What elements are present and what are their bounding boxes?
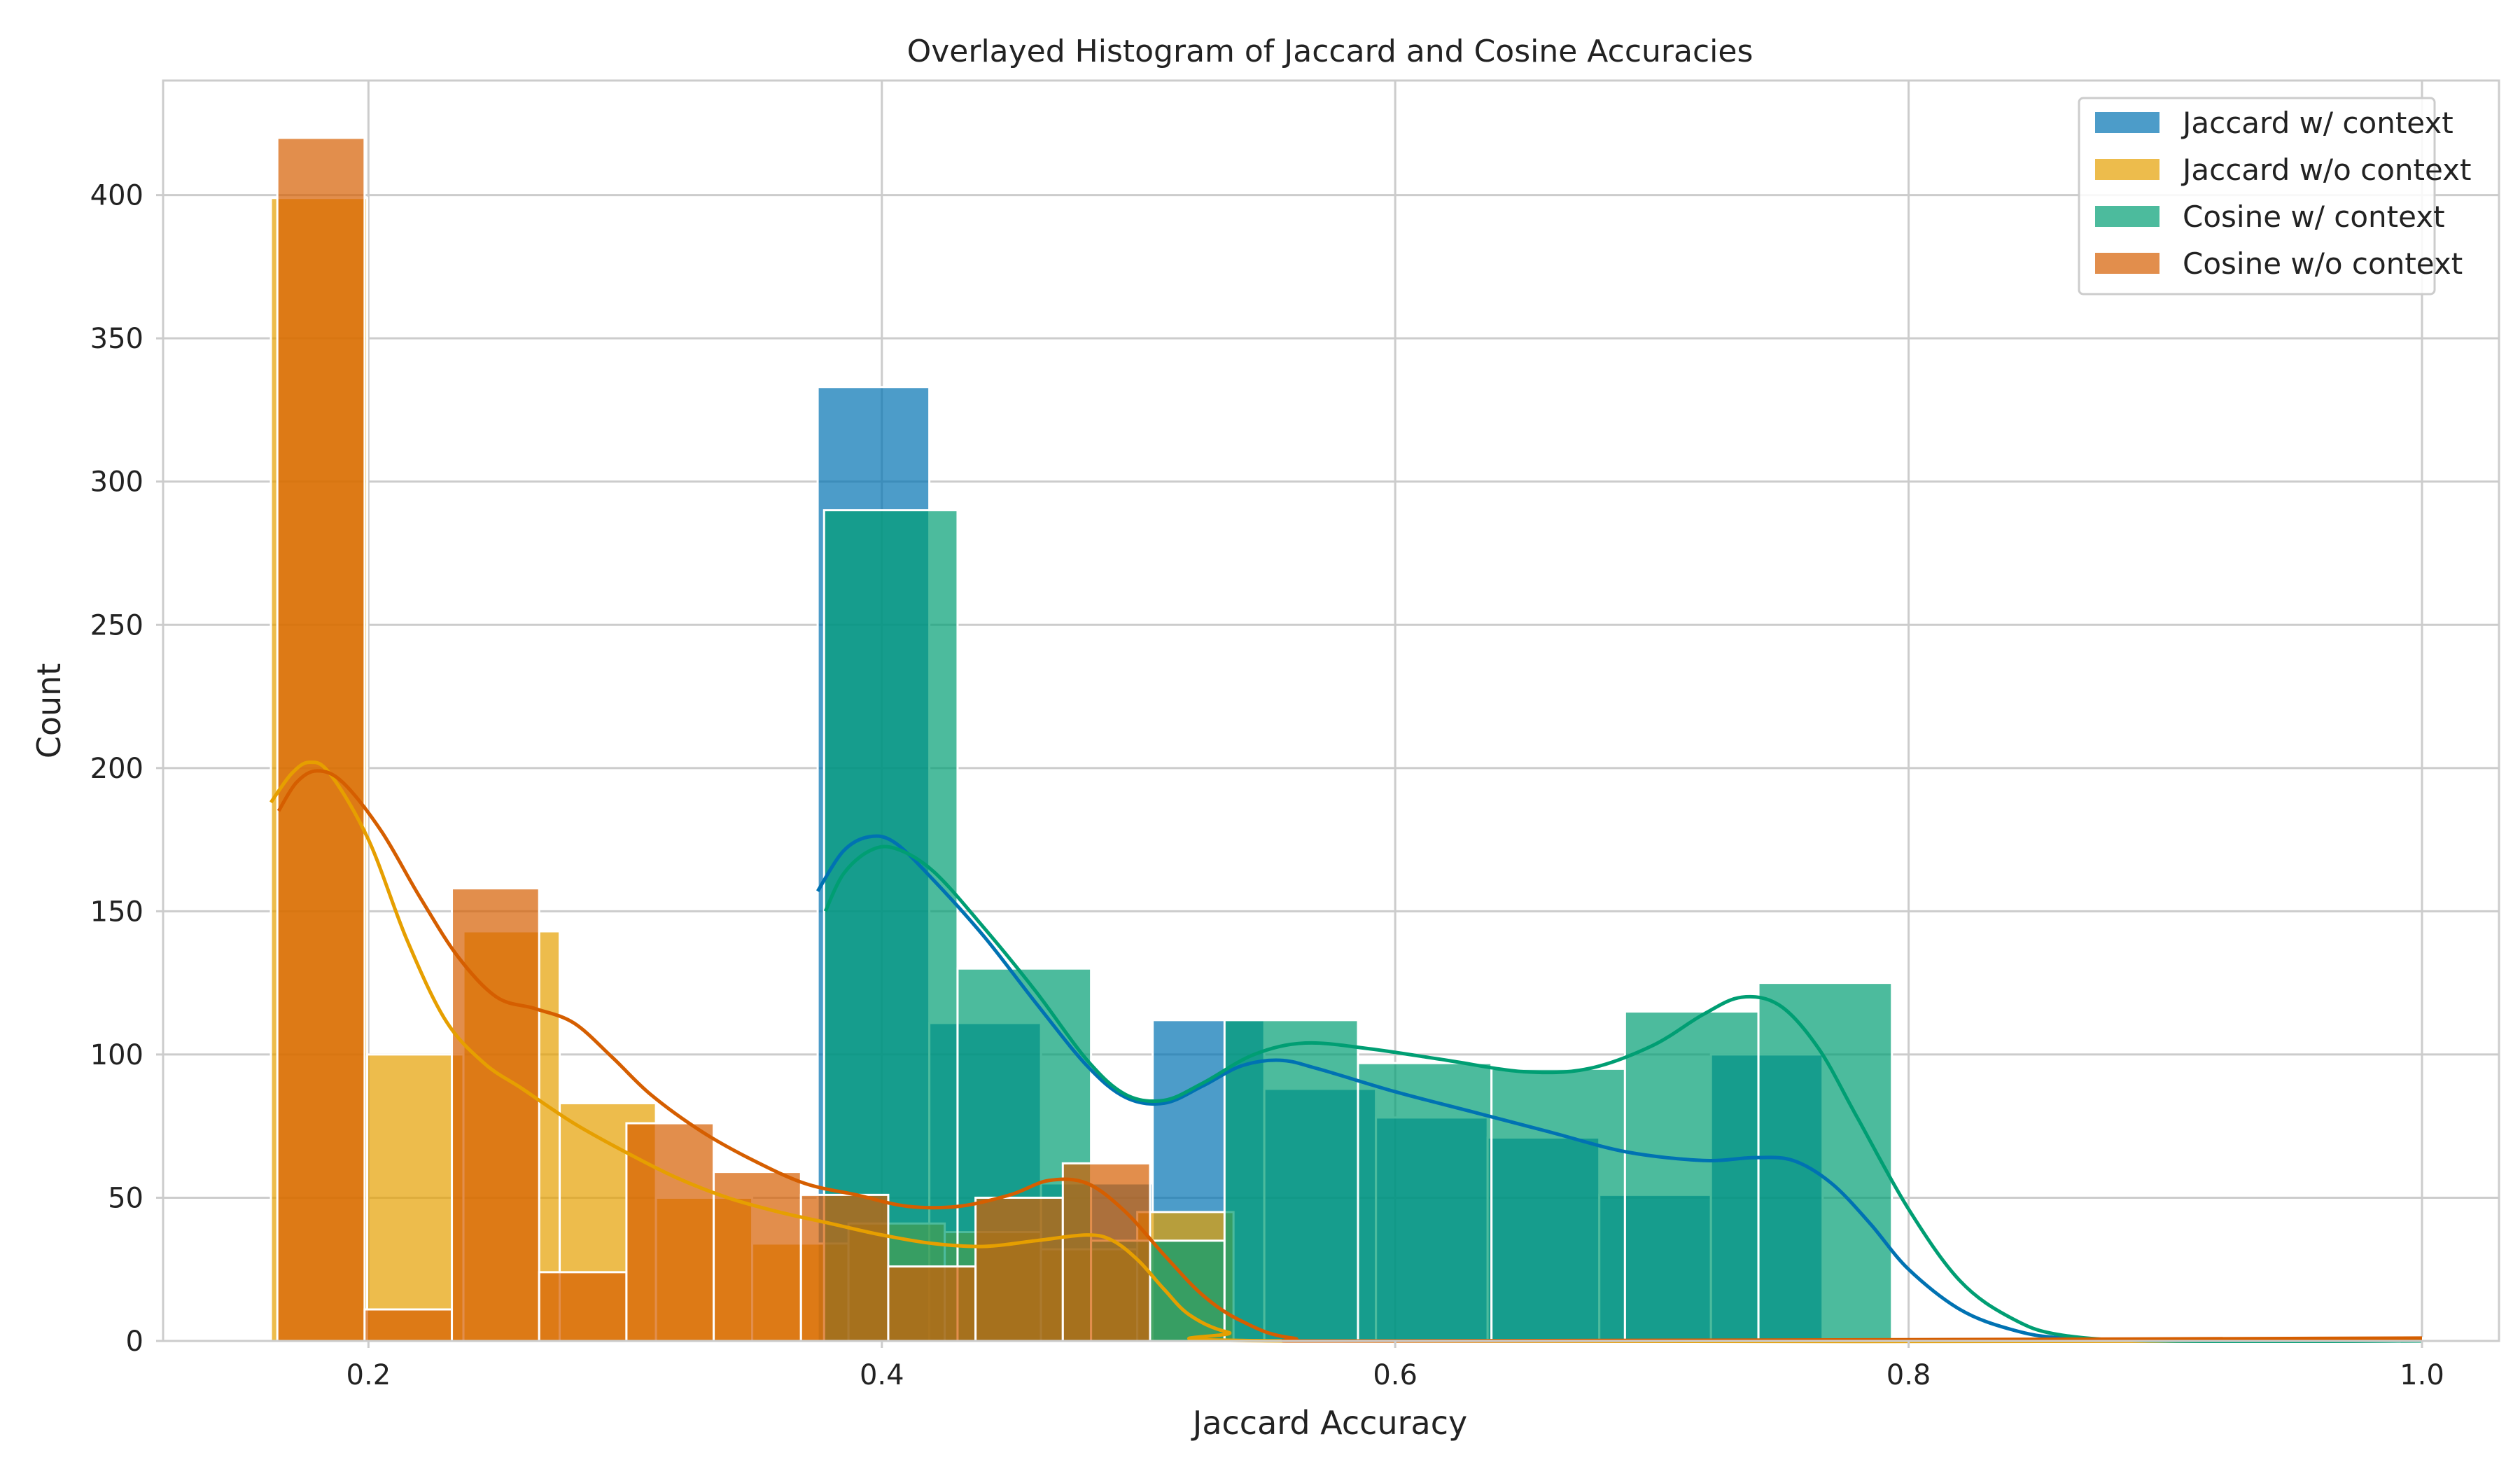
legend-swatch xyxy=(2095,253,2160,274)
y-tick-label: 150 xyxy=(90,896,144,928)
kde-line xyxy=(823,844,2422,1344)
histogram-bar xyxy=(363,1308,454,1342)
legend-box xyxy=(2078,97,2436,296)
histogram-bar xyxy=(887,1265,977,1342)
x-tick-label: 0.4 xyxy=(860,1359,904,1391)
histogram-bar xyxy=(1061,1162,1152,1342)
y-tick-label: 300 xyxy=(90,466,144,499)
y-tick-label: 400 xyxy=(90,180,144,212)
histogram-bar xyxy=(1223,1019,1359,1342)
legend-label: Jaccard w/o context xyxy=(2180,153,2471,187)
x-tick-label: 0.2 xyxy=(346,1359,391,1391)
legend-swatch xyxy=(2095,159,2160,180)
legend-label: Cosine w/o context xyxy=(2183,246,2463,281)
chart-title: Overlayed Histogram of Jaccard and Cosin… xyxy=(907,34,1754,69)
x-tick-label: 0.6 xyxy=(1373,1359,1418,1391)
kde-line xyxy=(269,760,2422,1344)
y-tick-label: 0 xyxy=(126,1326,144,1358)
axis-ticks: 0.2 0.4 0.6 0.8 1.0 0 50 100 150 200 250 300 350 400 xyxy=(90,180,2444,1391)
legend-label: Jaccard w/ context xyxy=(2180,106,2454,140)
histogram-bar xyxy=(276,137,366,1342)
histogram-bar xyxy=(625,1122,715,1342)
y-tick-label: 100 xyxy=(90,1039,144,1071)
histogram-bars xyxy=(270,137,2423,1342)
legend-swatch xyxy=(2095,206,2160,227)
histogram-bar xyxy=(1357,1062,1493,1342)
kde-line xyxy=(816,834,2422,1343)
legend-swatch xyxy=(2095,112,2160,133)
kde-lines xyxy=(269,760,2422,1344)
y-tick-label: 200 xyxy=(90,753,144,785)
y-tick-label: 350 xyxy=(90,323,144,355)
y-axis-label: Count xyxy=(30,663,68,759)
legend: Jaccard w/ context Jaccard w/o context Cos… xyxy=(2078,97,2471,296)
x-tick-label: 1.0 xyxy=(2400,1359,2444,1391)
x-tick-label: 0.8 xyxy=(1886,1359,1931,1391)
histogram-bar xyxy=(1757,982,1893,1342)
y-tick-label: 50 xyxy=(108,1182,144,1214)
legend-label: Cosine w/ context xyxy=(2183,200,2445,234)
histogram-bar xyxy=(538,1271,628,1342)
histogram-bar xyxy=(1490,1067,1626,1342)
histogram-bar xyxy=(799,1193,890,1342)
x-axis-label: Jaccard Accuracy xyxy=(1191,1404,1467,1442)
histogram-bar xyxy=(1623,1010,1760,1342)
y-tick-label: 250 xyxy=(90,609,144,641)
histogram-bar xyxy=(974,1196,1064,1342)
histogram-bar xyxy=(366,1053,465,1342)
plot-frame xyxy=(162,79,2500,1342)
histogram-bar xyxy=(451,887,540,1342)
